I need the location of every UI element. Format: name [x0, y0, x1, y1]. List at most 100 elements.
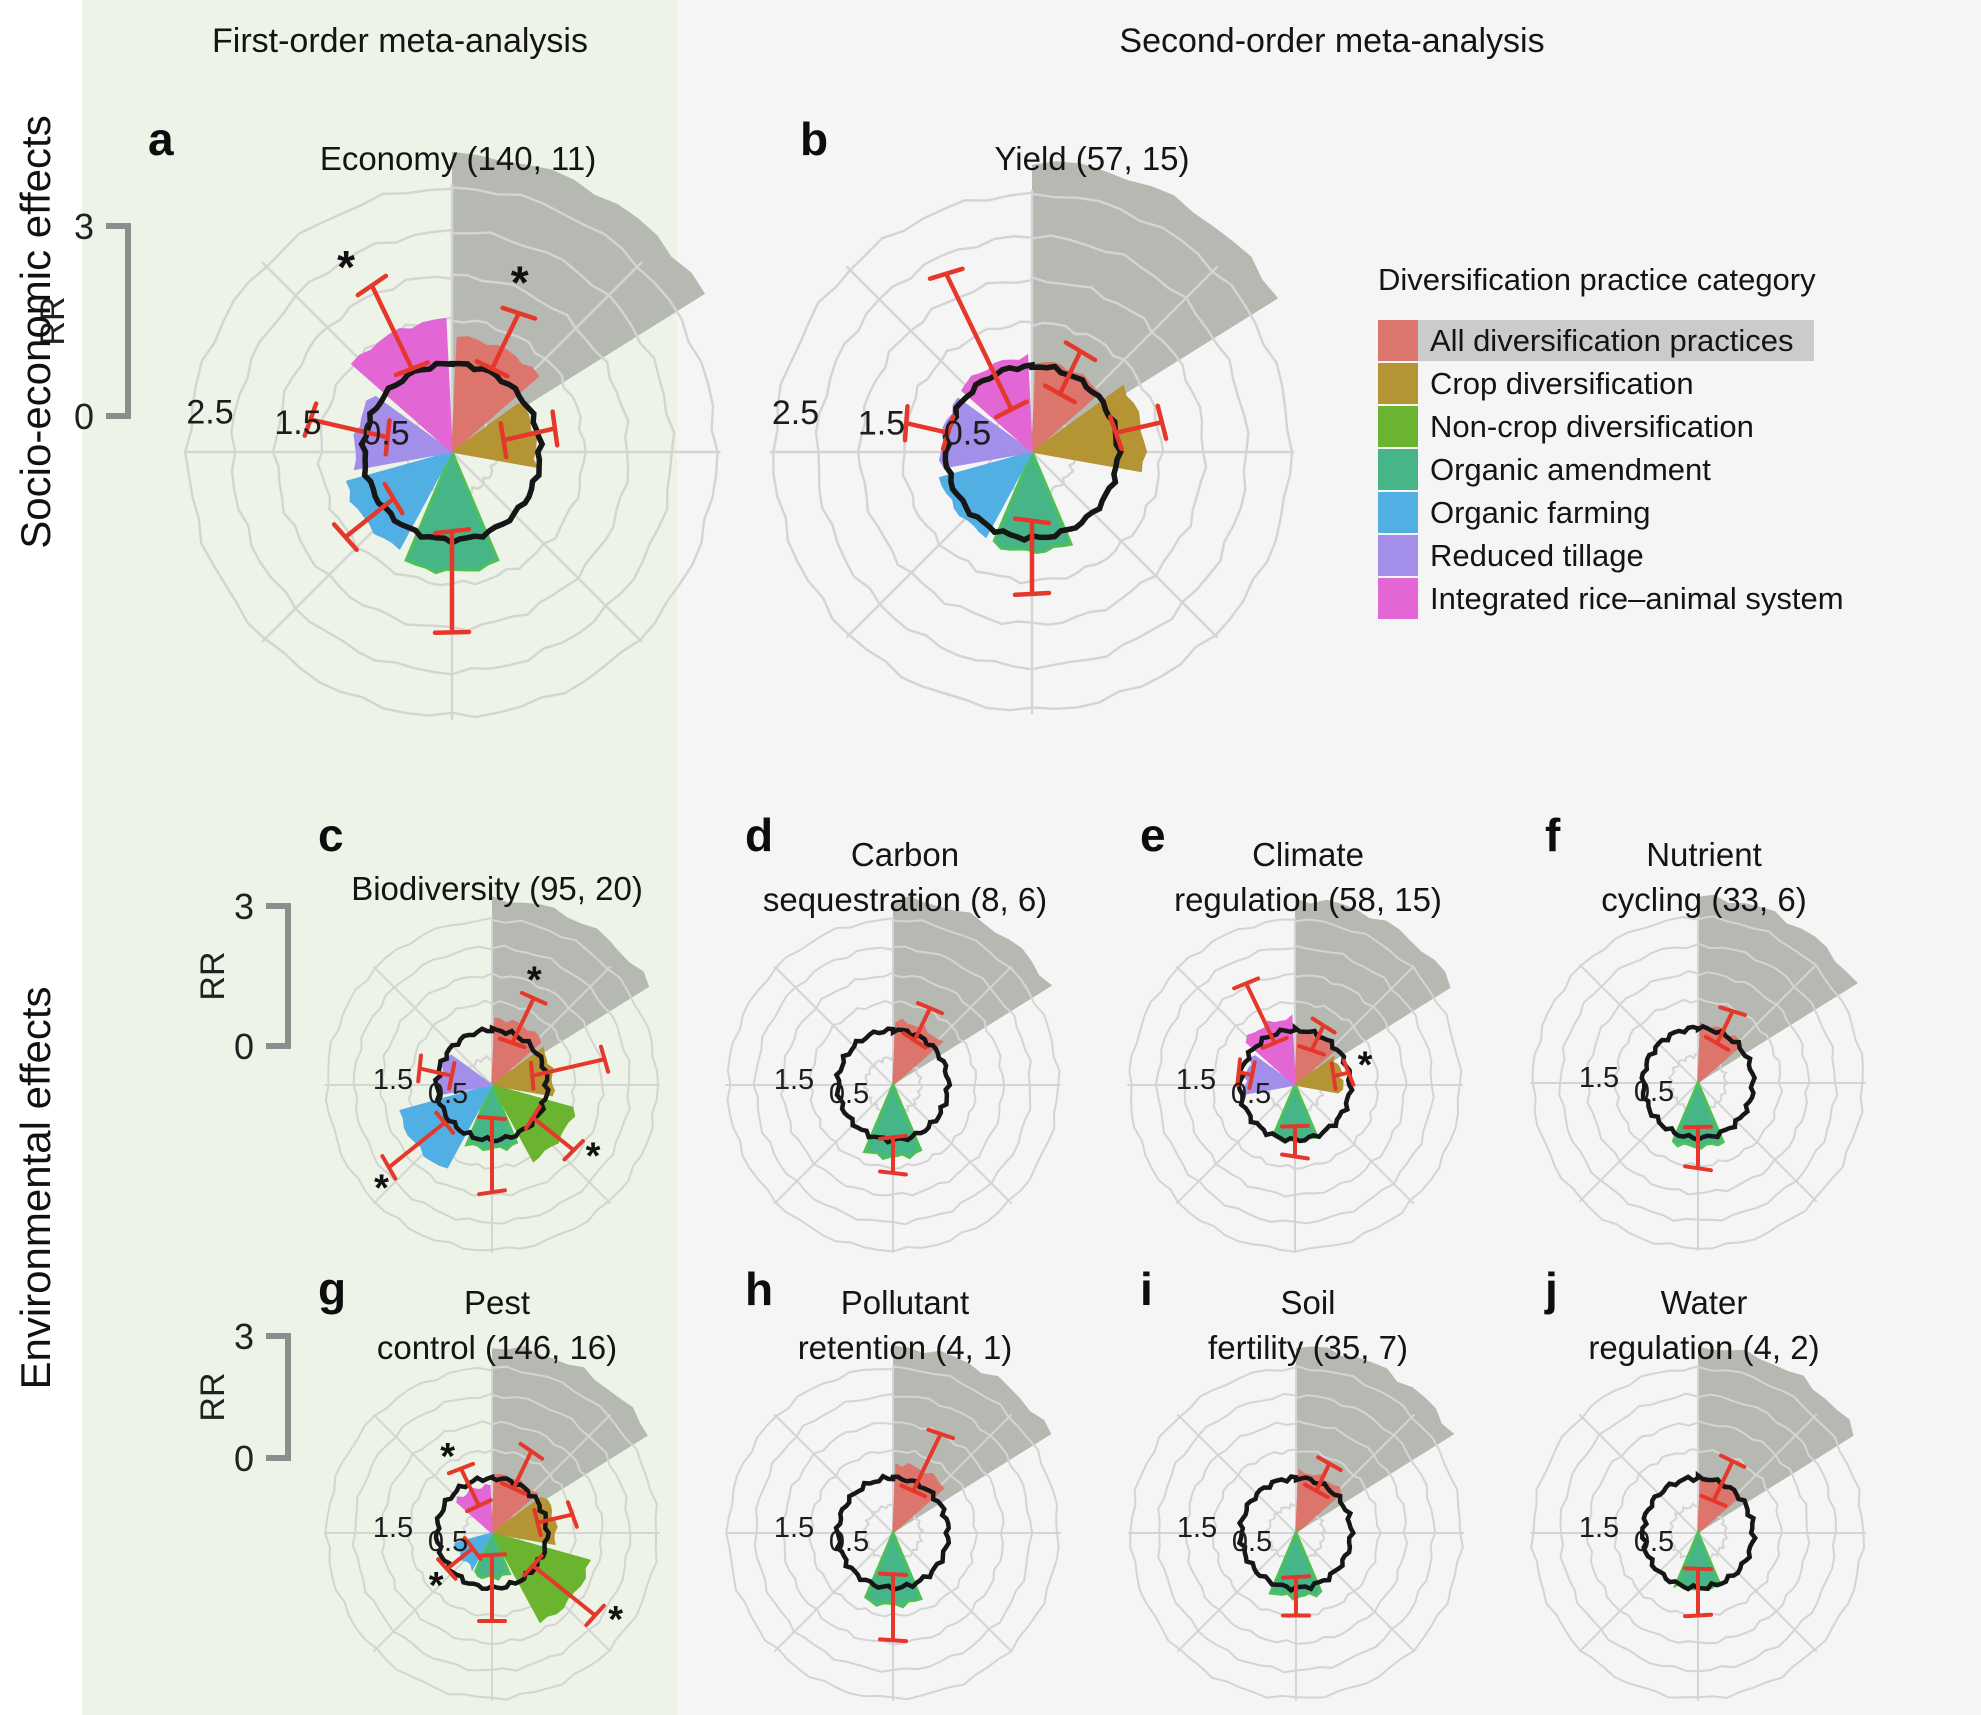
- panel-j-chart: 0.5 1.5: [1530, 1346, 1866, 1701]
- radial-tick-label: 0.5: [1232, 1526, 1272, 1558]
- error-bar-crop: [532, 1500, 579, 1538]
- rr-axis-bracket-1: 3 0RR: [194, 886, 291, 1067]
- rr-axis-max-label: 3: [234, 886, 254, 927]
- first-order-header: First-order meta-analysis: [212, 22, 588, 60]
- legend-item-organic-amendment: Organic amendment: [1378, 449, 1864, 490]
- radial-tick-label: 2.5: [186, 394, 233, 432]
- error-bar-oa: [477, 1115, 507, 1197]
- error-bar-of: [380, 1110, 456, 1181]
- panel-letter-f: f: [1545, 809, 1561, 861]
- rr-reference-circle: [942, 361, 1124, 543]
- radial-tick-label: 1.5: [774, 1512, 814, 1544]
- rr-reference-circle: [833, 1473, 952, 1593]
- radial-tick-label: 1.5: [1177, 1512, 1217, 1544]
- error-bar-oa: [1281, 1574, 1311, 1618]
- rr-axis-label: RR: [194, 951, 232, 1000]
- error-bar-ir: [1232, 976, 1289, 1050]
- error-bar-oa: [477, 1552, 507, 1623]
- rr-axis-min-label: 0: [234, 1438, 254, 1479]
- legend-item-crop-diversification: Crop diversification: [1378, 363, 1864, 404]
- panel-h-chart: 0.5 1.5: [725, 1345, 1061, 1701]
- radial-tick-label: 1.5: [1176, 1064, 1216, 1096]
- radial-tick-label: 0.5: [829, 1526, 869, 1558]
- significance-asterisk-noncrop: *: [586, 1135, 601, 1177]
- error-bar-ir: [446, 1461, 493, 1514]
- radial-tick-label: 1.5: [373, 1064, 413, 1096]
- radial-tick-label: 1.5: [858, 404, 905, 442]
- panel-letter-e: e: [1140, 809, 1166, 861]
- panel-f-chart: 0.5 1.5: [1530, 894, 1866, 1251]
- radial-tick-label: 0.5: [428, 1526, 468, 1558]
- legend-item-reduced-tillage: Reduced tillage: [1378, 535, 1864, 576]
- legend-swatch-organic-farming: [1378, 492, 1418, 533]
- rr-reference-circle: [1236, 1474, 1357, 1594]
- panel-title-water-regulation: Water regulation (4, 2): [1588, 1284, 1820, 1366]
- rr-axis-label: RR: [34, 296, 72, 345]
- error-bar-crop: [1107, 403, 1169, 452]
- error-bar-crop: [498, 409, 560, 460]
- error-bar-oa: [1683, 1566, 1713, 1619]
- rr-reference-circle: [432, 1024, 551, 1144]
- error-bar-ir: [355, 273, 431, 378]
- radial-tick-label: 0.5: [1231, 1078, 1271, 1110]
- rr-reference-circle: [1639, 1023, 1758, 1143]
- error-bar-crop: [1329, 1058, 1356, 1091]
- legend-title: Diversification practice category: [1378, 262, 1816, 297]
- radial-tick-label: 0.5: [362, 415, 409, 453]
- legend-swatch-organic-amendment: [1378, 449, 1418, 490]
- all-practices-highlight-sector: [1295, 898, 1451, 1085]
- error-bar-all: [1302, 1455, 1343, 1500]
- second-order-header: Second-order meta-analysis: [1119, 22, 1545, 60]
- panel-title-carbon-sequestration: Carbon sequestration (8, 6): [762, 836, 1048, 918]
- error-bar-all: [499, 1441, 545, 1496]
- radial-tick-label: 1.5: [373, 1512, 413, 1544]
- error-bar-all: [1703, 1005, 1747, 1052]
- radial-tick-label: 1.5: [274, 404, 321, 442]
- radial-tick-label: 0.5: [1634, 1076, 1674, 1108]
- panel-letter-c: c: [318, 809, 344, 861]
- error-bar-oa: [1683, 1124, 1713, 1173]
- radial-tick-label: 1.5: [774, 1064, 814, 1096]
- legend-item-organic-farming: Organic farming: [1378, 492, 1864, 533]
- row-label-environmental: Environmental effects: [12, 986, 59, 1390]
- panel-g-chart: * * * 0.5 1.5: [324, 1346, 660, 1701]
- legend-item-non-crop-diversification: Non-crop diversification: [1378, 406, 1864, 447]
- error-bar-oa: [1012, 516, 1052, 598]
- radial-tick-label: 1.5: [1579, 1062, 1619, 1094]
- legend-swatch-all-diversification: [1378, 320, 1418, 361]
- all-practices-highlight-sector: [1698, 1346, 1854, 1533]
- panel-title-nutrient-cycling: Nutrient cycling (33, 6): [1601, 836, 1807, 918]
- error-bar-rt: [902, 403, 956, 452]
- significance-asterisk-crop: *: [1358, 1044, 1373, 1086]
- error-bar-oa: [1280, 1123, 1310, 1161]
- error-bar-noncrop: [522, 1553, 606, 1627]
- rr-axis-min-label: 0: [74, 396, 94, 437]
- rr-axis-label: RR: [194, 1372, 232, 1421]
- panel-title-pollutant-retention: Pollutant retention (4, 1): [797, 1284, 1013, 1366]
- rr-axis-min-label: 0: [234, 1026, 254, 1067]
- panel-letter-i: i: [1140, 1263, 1153, 1315]
- error-bar-all: [498, 990, 548, 1050]
- rr-axis-max-label: 3: [234, 1316, 254, 1357]
- legend-item-all-diversification: All diversification practices: [1378, 320, 1864, 361]
- wedge-noncrop: [490, 1531, 592, 1624]
- panel-e-chart: * 0.5 1.5: [1127, 898, 1463, 1253]
- error-bar-rt: [1235, 1057, 1257, 1090]
- significance-asterisk-of: *: [374, 1167, 389, 1209]
- error-bar-rt: [302, 401, 392, 457]
- wedge-of: [938, 450, 1034, 539]
- radial-tick-label: 0.5: [1634, 1526, 1674, 1558]
- panel-letter-a: a: [148, 113, 174, 165]
- rr-reference-circle: [358, 360, 546, 546]
- significance-asterisk-ir: *: [440, 1436, 455, 1478]
- significance-asterisk-all: *: [527, 959, 542, 1001]
- error-bar-of: [331, 481, 405, 553]
- significance-asterisk-all: *: [511, 257, 529, 309]
- panel-title-yield: Yield (57, 15): [994, 140, 1190, 177]
- panel-i-chart: 0.5 1.5: [1128, 1346, 1464, 1701]
- rr-axis-max-label: 3: [74, 206, 94, 247]
- rr-axis-bracket-2: 3 0RR: [194, 1316, 291, 1479]
- error-bar-oa: [878, 1133, 908, 1177]
- legend: Diversification practice category All di…: [1378, 262, 1864, 621]
